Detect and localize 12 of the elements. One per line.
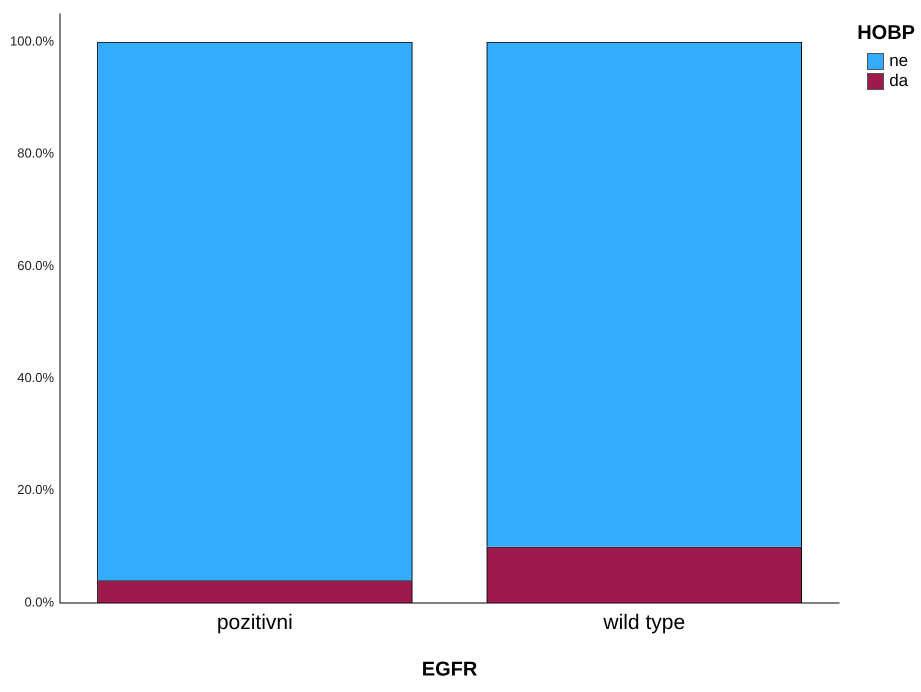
x-tick-label: wild type [602, 611, 686, 634]
text: ne [889, 51, 908, 71]
y-tick-label: 0.0% [24, 594, 55, 610]
y-tick-label: 80.0% [17, 146, 55, 161]
y-tick-label: 40.0% [17, 370, 55, 385]
y-tick-label: 20.0% [17, 482, 55, 498]
x-tick-label: pozitivni [216, 611, 293, 634]
y-tick-label: 100.0% [10, 33, 55, 48]
legend-title: HOBP [857, 22, 915, 45]
x-axis-title: EGFR [422, 658, 478, 681]
y-tick-label: 60.0% [17, 258, 55, 273]
legend-label: da [889, 71, 908, 91]
